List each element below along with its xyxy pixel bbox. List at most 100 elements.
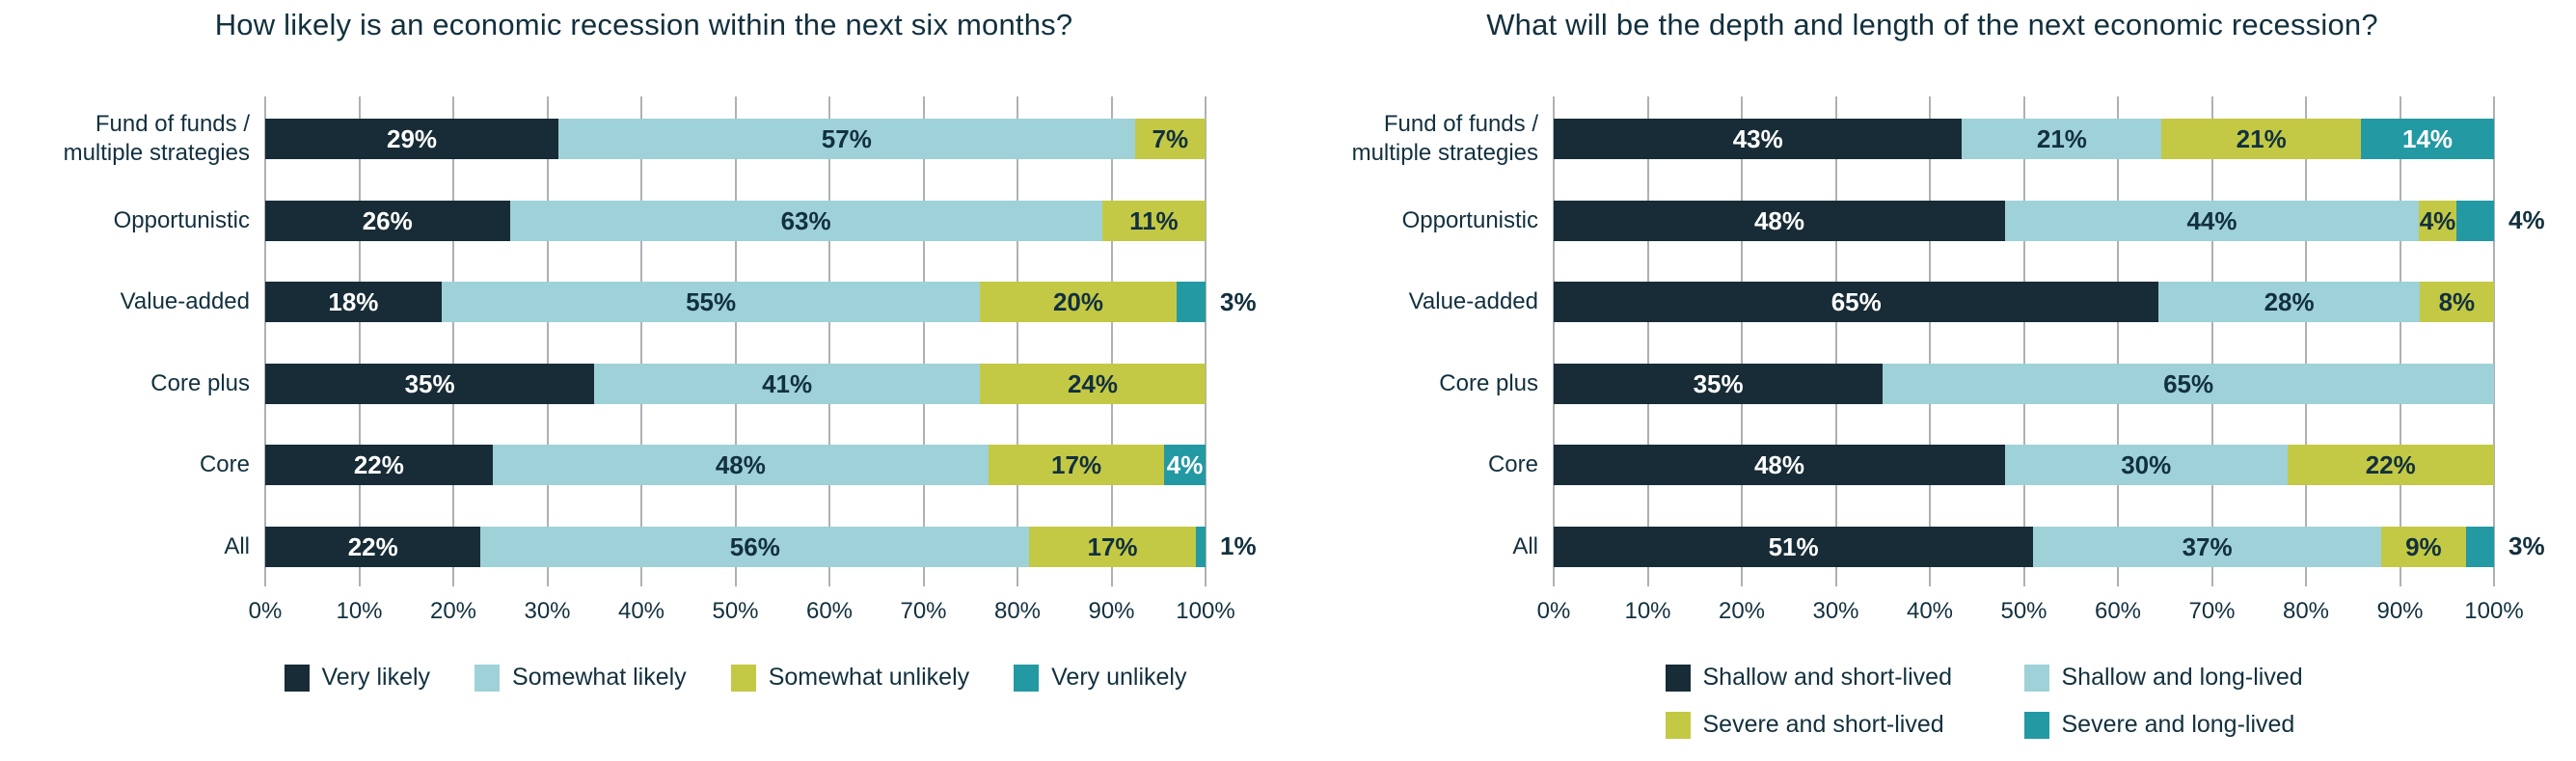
bar-segment [2465, 526, 2494, 567]
bar-segment: 65% [1883, 363, 2494, 404]
bar-segment: 18% [265, 282, 442, 322]
bar-value-label-outside: 3% [2508, 531, 2545, 560]
bar-segment: 30% [2005, 445, 2288, 485]
bar-value-label: 7% [1152, 124, 1189, 153]
bar-value-label: 21% [2036, 124, 2087, 153]
legend-label: Somewhat unlikely [768, 664, 970, 691]
bar-value-label: 4% [1166, 450, 1204, 479]
bar-segment: 35% [1554, 363, 1884, 404]
bar-value-label: 30% [2121, 450, 2172, 479]
bar-row: 48% 30% 22% [1554, 445, 2494, 485]
bars: 29% 57% 7% 26% 63% 11% 18% 55% 20% 3% 35% 41% 24% 22%… [265, 96, 1257, 586]
axis-tick-label: 60% [805, 598, 854, 624]
category-label: Value-added [1408, 288, 1538, 314]
legend-item: Very unlikely [1014, 664, 1186, 692]
bar-value-label: 20% [1052, 287, 1103, 316]
legend-swatch-icon [1665, 711, 1691, 739]
bar-segment: 29% [265, 119, 559, 159]
plot-area: 29% 57% 7% 26% 63% 11% 18% 55% 20% 3% 35% 41% 24% 22%… [264, 96, 1257, 586]
legend-item: Shallow and short-lived [1665, 664, 2024, 692]
bar-segment: 48% [1554, 445, 2005, 485]
gridline [1646, 96, 1649, 586]
bar-row: 65% 28% 8% [1554, 282, 2494, 322]
category-label: All [224, 532, 250, 559]
bar-row: 22% 56% 17% 1% [265, 526, 1257, 567]
bar-segment: 4% [1164, 445, 1206, 485]
bar-value-label: 55% [686, 287, 737, 316]
bar-value-label-outside: 1% [1220, 531, 1257, 560]
legend-swatch-icon [730, 664, 756, 692]
gridline [1553, 96, 1555, 586]
bar-segment: 17% [1029, 526, 1196, 567]
legend-swatch-icon [284, 664, 310, 692]
bar-segment: 44% [2005, 200, 2419, 241]
bar-segment: 21% [1962, 119, 2162, 159]
category-label: Core [199, 451, 250, 477]
legend-item: Shallow and long-lived [2023, 664, 2383, 692]
bar-segment: 37% [2033, 526, 2381, 567]
axis-tick-label: 30% [1812, 598, 1859, 624]
gridline [1741, 96, 1743, 586]
bar-value-label: 51% [1768, 531, 1819, 561]
bar-value-label-outside: 4% [2508, 205, 2545, 234]
bar-segment: 28% [2158, 282, 2420, 322]
legend-item: Severe and long-lived [2023, 711, 2383, 739]
gridline [1205, 96, 1207, 586]
bar-row: 48% 44% 4% 4% [1554, 200, 2545, 241]
bar-row: 35% 41% 24% [265, 363, 1206, 404]
bar-segment: 35% [265, 363, 595, 404]
category-label: Fund of funds / multiple strategies [1351, 111, 1538, 166]
bar-value-label: 21% [2236, 124, 2287, 153]
gridline [734, 96, 737, 586]
bar-value-label: 65% [2163, 368, 2214, 398]
bar-row: 26% 63% 11% [265, 200, 1206, 241]
x-axis: 0% 10% 20% 30% 40% 50% 60% 70% 80% 90% 100% [1537, 598, 2524, 629]
gridline [922, 96, 925, 586]
legend-label: Shallow and short-lived [1702, 664, 1952, 691]
legend-label: Very likely [321, 664, 431, 691]
gridline [358, 96, 361, 586]
legend-label: Severe and short-lived [1702, 711, 1944, 738]
bar-segment: 22% [2287, 445, 2494, 485]
chart-panel-recession-likelihood: How likely is an economic recession with… [0, 8, 1257, 692]
bar-segment: 20% [980, 282, 1177, 322]
category-label: Fund of funds / multiple strategies [63, 111, 250, 166]
bar-segment: 48% [492, 445, 989, 485]
bar-segment [1195, 526, 1206, 567]
bar-value-label: 48% [1753, 450, 1805, 479]
legend-item: Severe and short-lived [1665, 711, 2024, 739]
axis-tick-label: 80% [993, 598, 1042, 624]
bar-segment [2456, 200, 2494, 241]
bar-value-label: 57% [821, 124, 872, 153]
bar-value-label: 8% [2438, 287, 2476, 316]
bar-value-label: 18% [328, 287, 379, 316]
gridline [1834, 96, 1837, 586]
chart-title: What will be the depth and length of the… [1486, 8, 2378, 41]
gridline [828, 96, 830, 586]
bar-segment: 55% [441, 282, 981, 322]
gridlines [264, 96, 1207, 586]
category-label: Value-added [120, 288, 250, 314]
axis-tick-label: 70% [900, 598, 947, 624]
axis-tick-label: 0% [248, 598, 283, 624]
category-labels: Fund of funds / multiple strategies Oppor… [0, 96, 250, 586]
axis-tick-label: 100% [1176, 598, 1235, 624]
bar-row: 22% 48% 17% 4% [265, 445, 1206, 485]
legend-swatch-icon [2023, 664, 2049, 692]
bar-row: 43% 21% 21% 14% [1554, 119, 2494, 159]
bar-value-label: 43% [1732, 124, 1783, 153]
gridline [2210, 96, 2213, 586]
bar-value-label: 17% [1087, 531, 1138, 561]
category-label: Core plus [150, 369, 250, 396]
gridlines [1553, 96, 2495, 586]
bar-value-label: 35% [404, 368, 455, 398]
gridline [1017, 96, 1018, 586]
axis-tick-label: 40% [1906, 598, 1954, 624]
bar-segment: 63% [509, 200, 1102, 241]
gridline [640, 96, 642, 586]
bar-segment: 24% [980, 363, 1206, 404]
axis-tick-label: 50% [712, 598, 759, 624]
legend-item: Somewhat likely [475, 664, 687, 692]
gridline [1110, 96, 1113, 586]
